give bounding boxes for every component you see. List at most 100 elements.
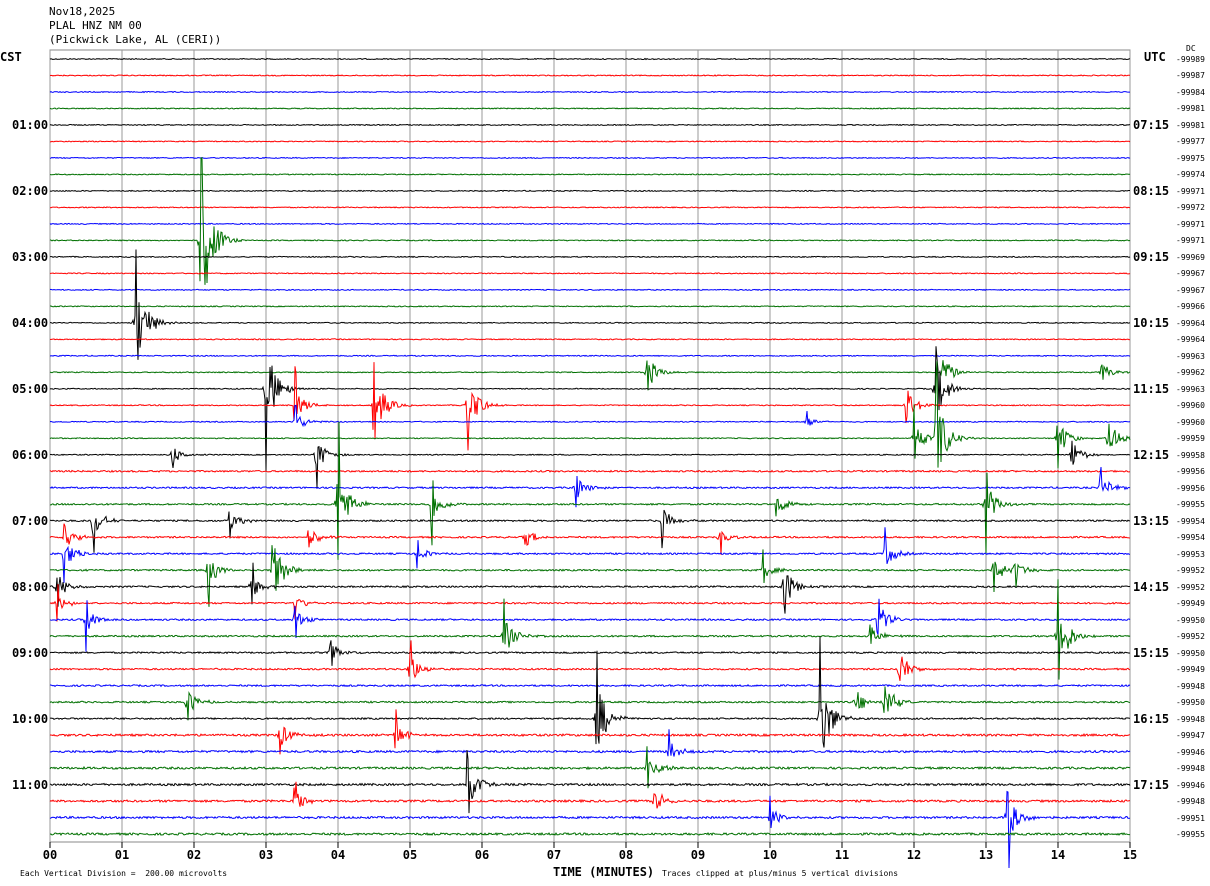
trace-line (49, 781, 1131, 809)
utc-hour-label: 17:15 (1133, 777, 1170, 792)
cst-hour-label: 03:00 (12, 249, 49, 264)
trace-line (49, 362, 1131, 451)
date-label: Nov18,2025 (49, 5, 116, 18)
trace-line (49, 598, 1131, 652)
dc-offset-label: -99946 (1176, 780, 1205, 790)
trace-line (49, 640, 1131, 666)
x-tick-label: 07 (547, 848, 561, 862)
trace-line (49, 579, 1131, 680)
trace-line (50, 255, 1131, 259)
x-tick-label: 05 (403, 848, 417, 862)
x-axis-label: TIME (MINUTES) (553, 865, 655, 879)
dc-offset-label: -99949 (1176, 599, 1205, 609)
trace-line (49, 140, 1131, 143)
cst-hour-label: 01:00 (12, 117, 49, 132)
dc-offset-label: -99967 (1176, 269, 1205, 279)
dc-offset-label: -99974 (1176, 170, 1205, 180)
cst-hour-label: 02:00 (12, 183, 49, 198)
utc-hour-label: 12:15 (1133, 447, 1170, 462)
dc-offset-label: -99971 (1176, 219, 1205, 229)
x-tick-label: 01 (115, 848, 129, 862)
trace-line (49, 107, 1131, 110)
dc-offset-label: -99984 (1176, 87, 1205, 97)
x-tick-label: 15 (1123, 848, 1137, 862)
trace-line (49, 709, 1131, 755)
dc-offset-label: -99969 (1176, 252, 1205, 262)
dc-offset-label: -99948 (1176, 764, 1205, 774)
station-label: PLAL HNZ NM 00 (49, 19, 142, 32)
trace-line (49, 123, 1131, 127)
dc-offset-label: -99950 (1176, 615, 1205, 625)
x-tick-label: 06 (475, 848, 489, 862)
dc-offset-label: -99952 (1176, 582, 1205, 592)
utc-hour-label: 10:15 (1133, 315, 1170, 330)
dc-offset-label: -99964 (1176, 335, 1205, 345)
dc-offset-label: -99964 (1176, 318, 1205, 328)
dc-offset-label: -99954 (1176, 533, 1205, 543)
trace-line (49, 750, 1131, 814)
cst-hour-label: 06:00 (12, 447, 49, 462)
trace-line (49, 354, 1131, 357)
dc-offset-label: -99971 (1176, 236, 1205, 246)
right-timezone: UTC (1144, 50, 1166, 64)
trace-line (49, 440, 1131, 489)
utc-hour-label: 11:15 (1133, 381, 1170, 396)
utc-hour-label: 15:15 (1133, 645, 1170, 660)
dc-offset-label: -99956 (1176, 483, 1205, 493)
x-tick-label: 08 (619, 848, 633, 862)
x-tick-label: 14 (1051, 848, 1065, 862)
dc-offset-label: -99955 (1176, 830, 1205, 840)
dc-offset-label: -99954 (1176, 516, 1205, 526)
dc-offset-label: -99946 (1176, 747, 1205, 757)
dc-offset-label: -99971 (1176, 186, 1205, 196)
dc-offset-label: -99952 (1176, 566, 1205, 576)
dc-offset-label: -99972 (1176, 203, 1205, 213)
utc-hour-label: 07:15 (1133, 117, 1170, 132)
dc-offset-label: -99952 (1176, 632, 1205, 642)
dc-offset-label: -99948 (1176, 681, 1205, 691)
trace-line (49, 222, 1131, 226)
dc-offset-label: -99951 (1176, 813, 1205, 823)
dc-offset-label: -99981 (1176, 104, 1205, 114)
trace-line (49, 466, 1131, 508)
trace-line (49, 509, 1131, 553)
trace-line (49, 404, 1131, 428)
dc-offset-label: -99981 (1176, 120, 1205, 130)
trace-line (49, 831, 1131, 837)
trace-line (49, 523, 1131, 555)
trace-line (49, 157, 1131, 285)
clip-note: Traces clipped at plus/minus 5 vertical … (662, 869, 899, 878)
plot-frame (49, 49, 1131, 843)
utc-hour-label: 13:15 (1133, 513, 1170, 528)
dc-offset-label: -99959 (1176, 434, 1205, 444)
trace-line (49, 686, 1131, 721)
dc-offset-label: -99958 (1176, 450, 1205, 460)
trace-line (49, 173, 1131, 176)
dc-offset-label: -99975 (1176, 153, 1205, 163)
dc-offset-label: -99962 (1176, 368, 1205, 378)
cst-hour-label: 10:00 (12, 711, 49, 726)
cst-hour-label: 08:00 (12, 579, 49, 594)
cst-hour-label: 05:00 (12, 381, 49, 396)
trace-line (49, 156, 1131, 160)
trace-line (49, 640, 1131, 681)
utc-hour-label: 14:15 (1133, 579, 1170, 594)
x-tick-label: 11 (835, 848, 849, 862)
trace-line (49, 360, 1131, 391)
trace-line (49, 469, 1131, 473)
x-tick-label: 03 (259, 848, 273, 862)
trace-line (49, 90, 1130, 94)
trace-line (49, 206, 1131, 209)
trace-line (49, 562, 1131, 614)
trace-line (49, 74, 1131, 77)
cst-hour-label: 04:00 (12, 315, 49, 330)
trace-line (49, 346, 1131, 472)
trace-line (49, 790, 1131, 869)
cst-hour-label: 09:00 (12, 645, 49, 660)
dc-offset-label: -99977 (1176, 137, 1205, 147)
dc-offset-label: -99960 (1176, 401, 1205, 411)
cst-hour-label: 11:00 (12, 777, 49, 792)
dc-offset-label: -99967 (1176, 285, 1205, 295)
trace-line (49, 189, 1130, 193)
